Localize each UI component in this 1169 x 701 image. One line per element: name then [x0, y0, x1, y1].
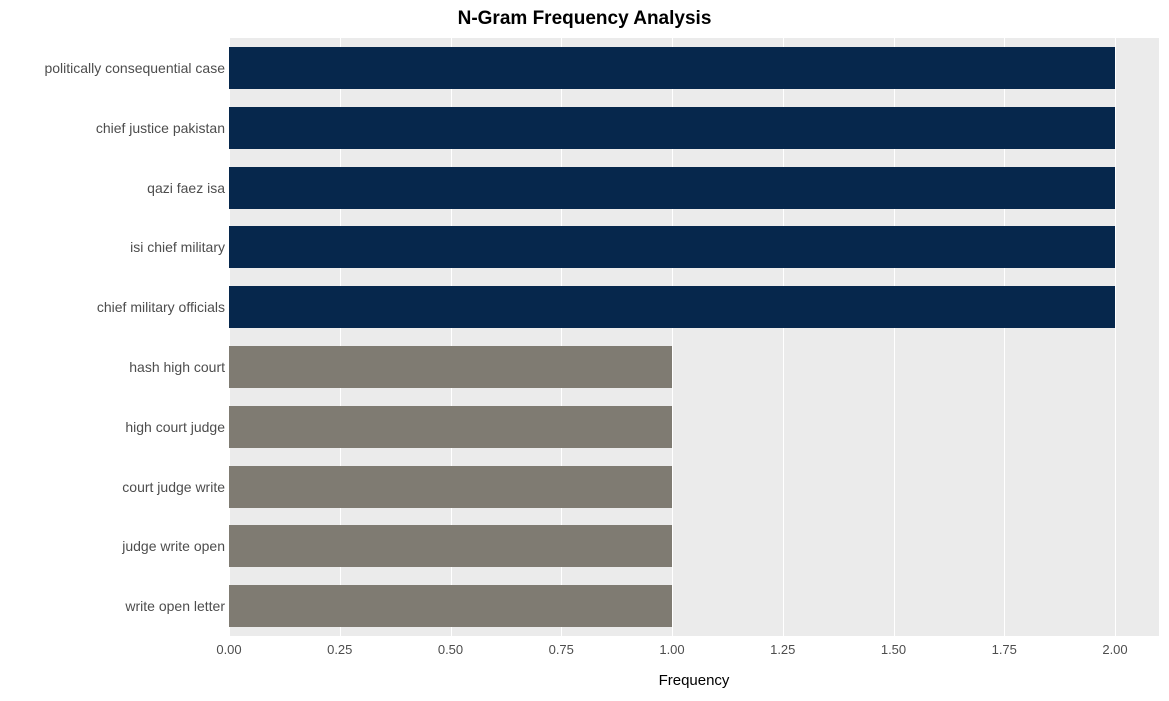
y-axis-label: court judge write	[122, 479, 225, 495]
y-axis-label: politically consequential case	[44, 60, 225, 76]
plot-area	[229, 38, 1159, 636]
grid-line	[1115, 38, 1116, 636]
bar	[229, 286, 1115, 328]
chart-title: N-Gram Frequency Analysis	[0, 8, 1169, 30]
x-tick-label: 0.00	[216, 642, 241, 657]
x-tick-label: 0.75	[549, 642, 574, 657]
x-axis-title: Frequency	[229, 672, 1159, 689]
chart-container: N-Gram Frequency Analysis Frequency poli…	[0, 0, 1169, 701]
y-axis-label: chief military officials	[97, 299, 225, 315]
bar	[229, 466, 672, 508]
x-tick-label: 1.75	[992, 642, 1017, 657]
x-tick-label: 0.25	[327, 642, 352, 657]
x-tick-label: 1.50	[881, 642, 906, 657]
x-tick-label: 1.25	[770, 642, 795, 657]
bar	[229, 47, 1115, 89]
bar	[229, 406, 672, 448]
y-axis-label: isi chief military	[130, 239, 225, 255]
bar	[229, 585, 672, 627]
x-tick-label: 1.00	[659, 642, 684, 657]
bar	[229, 346, 672, 388]
bar	[229, 107, 1115, 149]
y-axis-label: high court judge	[125, 419, 225, 435]
x-tick-label: 0.50	[438, 642, 463, 657]
bar	[229, 167, 1115, 209]
y-axis-label: write open letter	[125, 598, 225, 614]
bar	[229, 226, 1115, 268]
y-axis-label: qazi faez isa	[147, 180, 225, 196]
y-axis-label: judge write open	[122, 538, 225, 554]
y-axis-label: hash high court	[129, 359, 225, 375]
y-axis-label: chief justice pakistan	[96, 120, 225, 136]
x-tick-label: 2.00	[1102, 642, 1127, 657]
bar	[229, 525, 672, 567]
